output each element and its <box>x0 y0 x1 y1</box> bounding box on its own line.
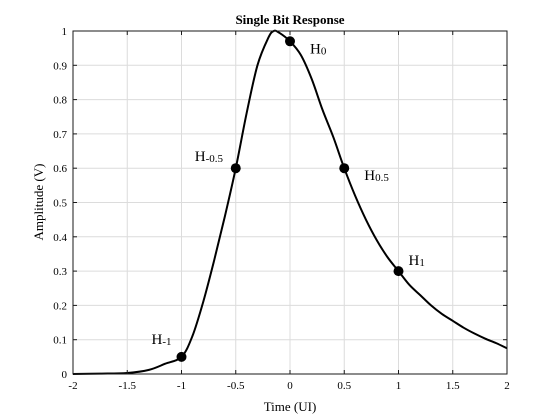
y-tick-label: 0 <box>62 369 68 381</box>
y-tick-label: 0.1 <box>53 335 67 347</box>
marker-layer: H-1 H-0.5 H0 H0.5 H1 <box>152 36 425 362</box>
cursor-annotation: H-0.5 <box>195 149 224 165</box>
y-tick-label: 0.3 <box>53 266 67 278</box>
y-tick-label: 0.9 <box>53 60 67 72</box>
x-tick-label: -1.5 <box>119 380 137 392</box>
y-tick-label: 0.5 <box>53 198 67 210</box>
y-tick-label: 0.8 <box>53 95 67 107</box>
x-tick-label: 1.5 <box>446 380 460 392</box>
cursor-annotation: H0 <box>310 41 327 57</box>
y-axis-label: Amplitude (V) <box>31 164 46 241</box>
y-tick-label: 0.2 <box>53 300 67 312</box>
x-tick-label: 0 <box>287 380 293 392</box>
cursor-annotation: H0.5 <box>364 168 389 184</box>
x-tick-label: -0.5 <box>227 380 245 392</box>
y-tick-label: 0.6 <box>53 163 67 175</box>
cursor-point <box>285 36 295 47</box>
x-tick-label: -1 <box>177 380 186 392</box>
chart-title: Single Bit Response <box>235 12 344 27</box>
cursor-point <box>230 163 241 174</box>
x-tick-label: -2 <box>68 380 77 392</box>
cursor-point <box>393 266 404 277</box>
cursor-point <box>339 163 350 174</box>
curve-layer <box>72 29 508 375</box>
y-tick-label: 1 <box>62 26 68 38</box>
x-tick-label: 2 <box>504 380 510 392</box>
response-curve <box>72 29 508 375</box>
x-tick-label: 1 <box>396 380 402 392</box>
cursor-annotation: H-1 <box>152 332 172 348</box>
grid-layer <box>73 31 507 374</box>
x-axis-label: Time (UI) <box>264 399 317 414</box>
cursor-annotation: H1 <box>409 253 425 269</box>
x-tick-label: 0.5 <box>337 380 351 392</box>
tick-layer: -2 -1.5 -1 -0.5 0 0.5 1 1.5 2 0 0.1 0.2 0.3 0.4 0.5 0.6… <box>53 26 510 392</box>
y-tick-label: 0.4 <box>53 232 67 244</box>
cursor-point <box>176 351 187 362</box>
y-tick-label: 0.7 <box>53 129 67 141</box>
